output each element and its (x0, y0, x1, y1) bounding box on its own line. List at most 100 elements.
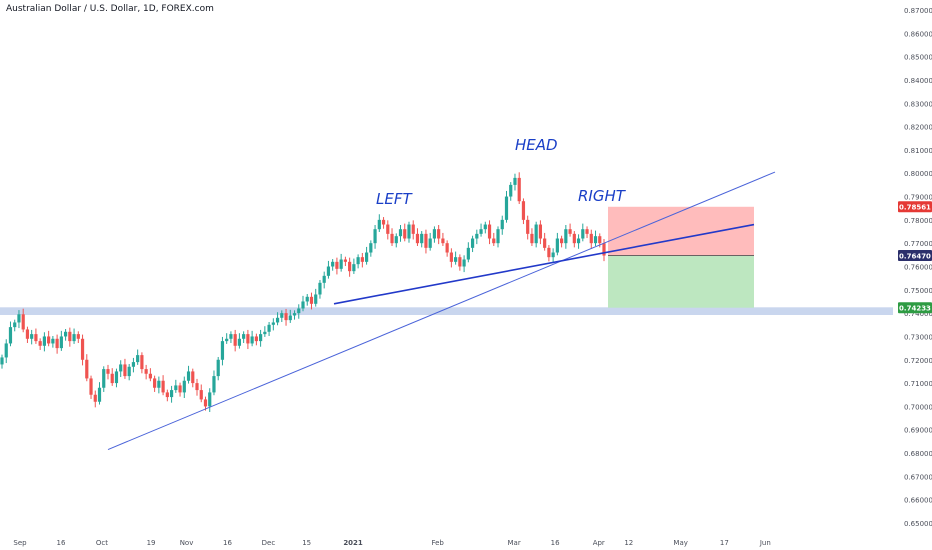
time-tick-label: Mar (508, 539, 521, 547)
left-shoulder-label: LEFT (376, 190, 413, 208)
candle-body (93, 394, 97, 402)
candle-body (390, 233, 394, 244)
candle-body (63, 331, 68, 337)
candle-body (602, 243, 606, 256)
candle-body (356, 257, 360, 265)
candle-body (80, 338, 85, 360)
price-tick-label: 0.81000 (904, 147, 932, 155)
candle-body (487, 224, 492, 239)
candle-body (517, 177, 521, 202)
candle-body (233, 334, 237, 346)
candle-body (403, 229, 407, 239)
candle-body (13, 322, 17, 328)
candle-body (513, 177, 517, 185)
candle-body (526, 219, 530, 234)
price-tick-label: 0.65000 (904, 520, 932, 528)
price-axis[interactable]: 0.87000 0.86000 0.85000 0.84000 0.83000 0.820… (904, 7, 932, 528)
candle-body (89, 378, 93, 395)
price-tick-label: 0.67000 (904, 473, 932, 481)
candle-body (225, 338, 229, 342)
candle-body (445, 243, 449, 253)
candle-body (144, 369, 148, 374)
candle-body (568, 229, 572, 234)
candle-body (4, 343, 8, 358)
time-axis[interactable]: Sep 16 Oct 19 Nov 16 Dec 15 2021 Feb Mar 16 Apr 12 May… (13, 539, 770, 547)
price-tick-label: 0.68000 (904, 450, 932, 458)
candle-body (479, 229, 483, 234)
price-tick-label: 0.70000 (904, 403, 932, 411)
candle-body (411, 224, 415, 234)
candle-body (191, 371, 195, 384)
candle-body (564, 229, 568, 244)
candle-body (47, 336, 51, 344)
price-tick-label: 0.79000 (904, 194, 932, 202)
candle-body (504, 196, 509, 220)
candle-body (199, 390, 203, 400)
candle-body (598, 236, 602, 244)
candle-body (110, 373, 114, 384)
candle-body (530, 233, 534, 244)
candle-body (454, 257, 458, 262)
candle-body (68, 331, 72, 342)
candle-body (560, 238, 564, 244)
candle-body (136, 355, 140, 363)
candle-body (335, 261, 339, 269)
candle-body (581, 229, 585, 239)
candle-body (76, 334, 80, 339)
candle-body (424, 233, 428, 248)
price-tick-label: 0.85000 (904, 54, 932, 62)
candle-body (394, 236, 398, 244)
candle-body (496, 229, 500, 244)
candle-body (131, 362, 136, 367)
candle-body (331, 261, 335, 267)
candle-body (369, 243, 373, 253)
candle-body (547, 247, 551, 258)
candle-body (97, 387, 102, 402)
candle-body (500, 219, 504, 230)
candle-body (432, 229, 437, 239)
candle-body (314, 294, 318, 304)
time-tick-label: 19 (147, 539, 156, 547)
candle-body (59, 336, 63, 349)
time-tick-label: Dec (262, 539, 276, 547)
candle-body (182, 380, 186, 393)
candle-body (30, 334, 34, 339)
candle-body (106, 369, 110, 374)
stop-price-tag (898, 201, 932, 213)
rising-trendline[interactable] (107, 171, 776, 451)
candle-body (292, 313, 297, 316)
target-price-text: 0.74233 (899, 305, 931, 313)
position-tool[interactable] (608, 206, 754, 308)
price-tick-label: 0.80000 (904, 170, 932, 178)
pattern-labels: LEFT HEAD RIGHT (376, 136, 627, 208)
candle-body (275, 317, 280, 323)
price-tick-label: 0.86000 (904, 30, 932, 38)
price-tick-label: 0.84000 (904, 77, 932, 85)
reward-zone[interactable] (608, 255, 754, 308)
candle-body (140, 355, 144, 370)
price-tick-label: 0.69000 (904, 427, 932, 435)
candle-body (466, 247, 470, 260)
price-tick-label: 0.75000 (904, 287, 932, 295)
candle-body (254, 336, 258, 342)
candle-body (492, 238, 496, 244)
candle-body (25, 329, 30, 339)
candle-body (157, 380, 161, 388)
candle-body (123, 364, 127, 377)
time-tick-label: Apr (593, 539, 605, 547)
candle-body (352, 264, 356, 272)
candle-body (208, 392, 212, 407)
price-tick-label: 0.78000 (904, 217, 932, 225)
candle-body (186, 371, 191, 381)
candle-body (534, 224, 538, 244)
candle-body (593, 236, 598, 244)
neckline[interactable] (333, 223, 755, 305)
candle-body (0, 357, 4, 365)
candle-body (475, 233, 479, 239)
price-tick-label: 0.71000 (904, 380, 932, 388)
current-price-text: 0.76470 (899, 252, 931, 260)
candle-body (538, 224, 543, 239)
candle-body (237, 338, 242, 346)
candle-body (72, 334, 76, 342)
